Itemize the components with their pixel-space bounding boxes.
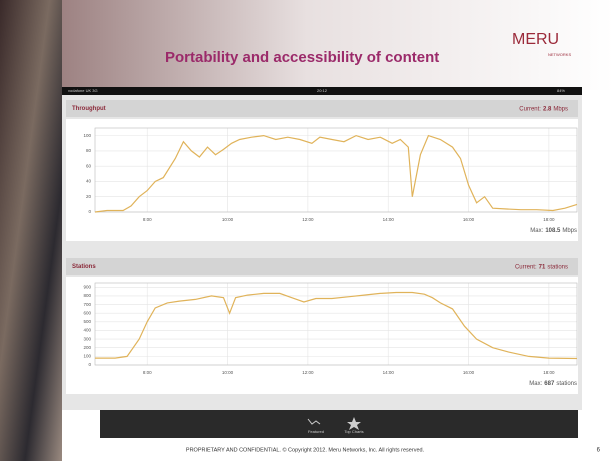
tab-bar (100, 410, 578, 438)
status-time: 20:12 (317, 88, 328, 93)
max-unit: stations (556, 381, 577, 387)
footer: PROPRIETARY AND CONFIDENTIAL. © Copyrigh… (186, 446, 425, 453)
y-tick-label: 80 (86, 148, 92, 153)
status-carrier: vodafone UK 3G (68, 88, 98, 93)
y-tick-label: 800 (83, 293, 91, 298)
x-tick-label: 14:00 (383, 217, 395, 222)
y-tick-label: 100 (83, 133, 91, 138)
x-tick-label: 16:00 (463, 217, 475, 222)
y-tick-label: 400 (83, 328, 91, 333)
x-tick-label: 12:00 (302, 217, 314, 222)
panel-header (66, 258, 578, 275)
y-tick-label: 700 (83, 302, 91, 307)
panel-header (66, 100, 578, 117)
status-battery: 84% (557, 88, 565, 93)
x-tick-label: 8:00 (143, 370, 152, 375)
max-label: Max: (529, 381, 542, 387)
x-tick-label: 18:00 (543, 217, 555, 222)
x-tick-label: 16:00 (463, 370, 475, 375)
max-label: Max: (530, 228, 543, 234)
tab[interactable]: Featured (308, 429, 324, 434)
current-value: 2.8 (543, 106, 552, 112)
max-value: 687 (544, 381, 555, 387)
panel-title: Stations (72, 264, 96, 270)
x-tick-label: 18:00 (543, 370, 555, 375)
y-tick-label: 20 (86, 194, 92, 199)
max-unit: Mbps (562, 228, 577, 234)
panel-title: Throughput (72, 106, 106, 112)
current-label: Current: (515, 264, 537, 270)
side-photo (0, 0, 62, 461)
x-tick-label: 12:00 (302, 370, 314, 375)
chart-area (66, 277, 578, 394)
max-value: 108.5 (545, 228, 561, 234)
logo-sub: NETWORKS (548, 52, 571, 57)
y-tick-label: 40 (86, 179, 92, 184)
logo: MERU (512, 31, 559, 48)
y-tick-label: 100 (83, 354, 91, 359)
current-value: 71 (539, 264, 546, 270)
y-tick-label: 900 (83, 285, 91, 290)
tab[interactable]: Top Charts (344, 429, 363, 434)
x-tick-label: 10:00 (222, 217, 234, 222)
x-tick-label: 8:00 (143, 217, 152, 222)
x-tick-label: 14:00 (383, 370, 395, 375)
slide-title: Portability and accessibility of content (165, 49, 439, 66)
current-label: Current: (519, 106, 541, 112)
y-tick-label: 300 (83, 336, 91, 341)
y-tick-label: 600 (83, 310, 91, 315)
y-tick-label: 200 (83, 345, 91, 350)
x-tick-label: 10:00 (222, 370, 234, 375)
y-tick-label: 500 (83, 319, 91, 324)
current-unit: stations (547, 264, 568, 270)
current-unit: Mbps (553, 106, 568, 112)
y-tick-label: 60 (86, 163, 92, 168)
slide: Portability and accessibility of content… (0, 0, 614, 461)
